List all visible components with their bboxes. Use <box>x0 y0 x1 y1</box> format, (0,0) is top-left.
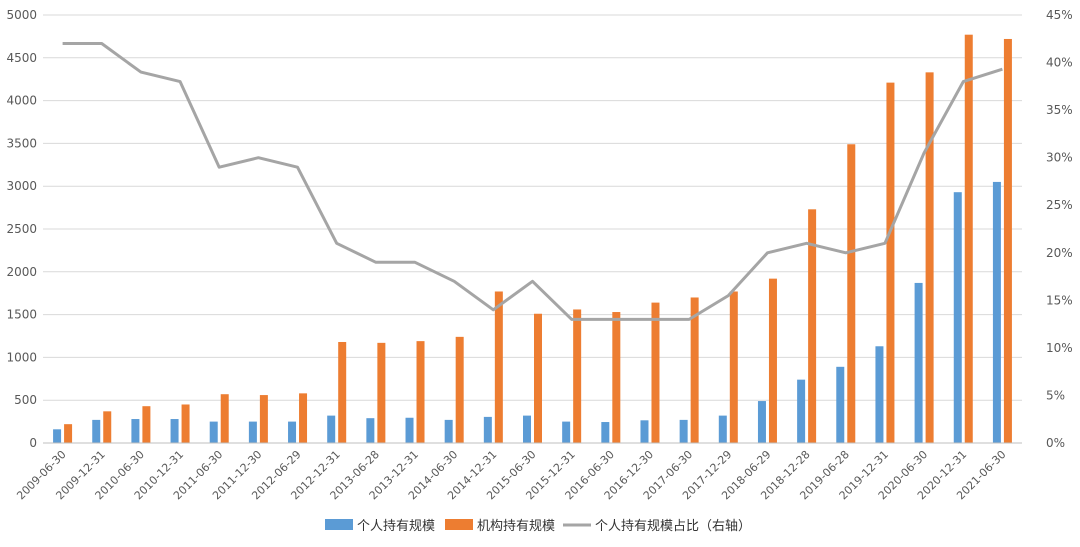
individual-bar <box>757 401 766 443</box>
individual-bar <box>679 419 688 443</box>
legend-label: 个人持有规模 <box>357 519 435 534</box>
left-tick-label: 2000 <box>6 265 37 279</box>
institution-bar <box>925 72 934 444</box>
individual-bar <box>914 282 923 443</box>
individual-bar <box>209 421 218 443</box>
right-tick-label: 40% <box>1046 56 1073 70</box>
left-tick-label: 1500 <box>6 308 37 322</box>
individual-bar <box>992 181 1001 444</box>
institution-bar <box>964 34 973 444</box>
right-tick-label: 20% <box>1046 246 1073 260</box>
institution-bar <box>886 82 895 444</box>
individual-bar <box>444 419 453 443</box>
right-axis: 0% 5% 10% 15% 20% 25% 30% 35% 40% 45% <box>1046 8 1073 450</box>
individual-bar <box>601 422 610 443</box>
institution-bar <box>690 297 699 443</box>
left-tick-label: 2500 <box>6 222 37 236</box>
left-tick-label: 3500 <box>6 136 37 150</box>
individual-bar <box>836 366 845 443</box>
legend: 个人持有规模 机构持有规模 个人持有规模占比（右轴） <box>325 519 751 534</box>
institution-bar <box>142 406 151 443</box>
individual-bar <box>718 415 727 443</box>
right-tick-label: 25% <box>1046 198 1073 212</box>
institution-bar <box>847 144 856 444</box>
institution-bar <box>1003 38 1012 444</box>
institution-bar <box>534 313 542 443</box>
individual-bar <box>92 419 101 443</box>
individual-bar <box>523 415 531 443</box>
institution-bar <box>64 424 73 443</box>
individual-bar <box>327 415 336 443</box>
left-tick-label: 5000 <box>6 8 37 22</box>
institution-bar <box>494 291 503 443</box>
institution-bar <box>651 302 660 443</box>
individual-bar <box>53 429 62 443</box>
individual-bar <box>405 417 414 443</box>
individual-bar <box>953 192 962 443</box>
institution-bar <box>220 394 229 443</box>
individual-bar <box>366 418 375 443</box>
institution-bar <box>416 341 425 443</box>
legend-label: 个人持有规模占比（右轴） <box>595 519 751 534</box>
individual-bar <box>875 346 884 443</box>
right-tick-label: 30% <box>1046 151 1073 165</box>
individual-bar <box>131 419 140 443</box>
x-axis: 2009-06-302009-12-312010-06-302010-12-31… <box>14 442 1022 502</box>
left-tick-label: 4000 <box>6 94 37 108</box>
institution-bar <box>259 395 268 443</box>
institution-bar <box>573 309 582 443</box>
individual-bar <box>288 421 297 443</box>
individual-bar <box>170 419 179 443</box>
left-tick-label: 500 <box>14 393 37 407</box>
left-tick-label: 3000 <box>6 179 37 193</box>
legend-label: 机构持有规模 <box>477 519 555 534</box>
right-tick-label: 0% <box>1046 436 1065 450</box>
individual-bar <box>640 420 649 443</box>
individual-bar <box>483 416 492 443</box>
institution-bar <box>729 291 738 443</box>
institution-bar <box>377 342 386 443</box>
ratio-line <box>62 42 1003 321</box>
legend-swatch <box>325 519 353 530</box>
right-tick-label: 15% <box>1046 293 1073 307</box>
gridlines <box>43 14 1022 444</box>
individual-bar <box>562 421 571 443</box>
left-tick-label: 1000 <box>6 350 37 364</box>
institution-bar <box>808 209 817 443</box>
right-tick-label: 5% <box>1046 388 1065 402</box>
ratio-line-group <box>62 42 1003 321</box>
legend-swatch <box>445 519 473 530</box>
individual-bar <box>797 379 806 443</box>
right-tick-label: 35% <box>1046 103 1073 117</box>
institution-bar <box>299 393 308 443</box>
right-tick-label: 45% <box>1046 8 1073 22</box>
institution-bar <box>181 404 190 443</box>
right-tick-label: 10% <box>1046 341 1073 355</box>
institution-bar <box>455 336 464 443</box>
left-tick-label: 0 <box>29 436 37 450</box>
left-axis: 0 500 1000 1500 2000 2500 3000 3500 4000 4500 5000 <box>6 8 37 450</box>
institution-bar <box>103 411 112 443</box>
institution-bar <box>768 278 777 443</box>
individual-bar <box>248 421 257 443</box>
bars <box>53 34 1012 444</box>
institution-bar <box>338 341 347 443</box>
left-tick-label: 4500 <box>6 51 37 65</box>
institution-bar <box>612 312 621 443</box>
